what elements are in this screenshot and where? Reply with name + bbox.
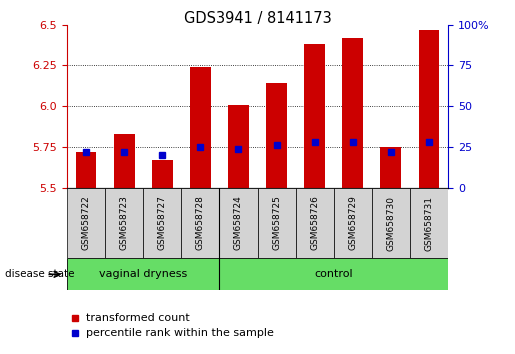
Text: control: control	[314, 269, 353, 279]
Text: transformed count: transformed count	[86, 313, 190, 323]
Bar	[304, 44, 325, 188]
Text: GSM658726: GSM658726	[310, 195, 319, 251]
Text: percentile rank within the sample: percentile rank within the sample	[86, 329, 274, 338]
Text: GSM658729: GSM658729	[348, 195, 357, 251]
Text: GSM658725: GSM658725	[272, 195, 281, 251]
Bar	[228, 104, 249, 188]
Bar	[219, 258, 448, 290]
Text: GDS3941 / 8141173: GDS3941 / 8141173	[184, 11, 331, 25]
Bar	[342, 38, 363, 188]
Bar	[410, 188, 448, 258]
Text: GSM658727: GSM658727	[158, 195, 167, 251]
Bar	[143, 188, 181, 258]
Bar	[219, 188, 258, 258]
Text: disease state: disease state	[5, 269, 75, 279]
Text: GSM658722: GSM658722	[81, 196, 91, 250]
Bar	[334, 188, 372, 258]
Text: GSM658728: GSM658728	[196, 195, 205, 251]
Bar	[381, 147, 401, 188]
Bar	[67, 188, 105, 258]
Text: GSM658723: GSM658723	[119, 195, 129, 251]
Bar	[258, 188, 296, 258]
Text: GSM658730: GSM658730	[386, 195, 396, 251]
Bar	[296, 188, 334, 258]
Text: GSM658724: GSM658724	[234, 196, 243, 250]
Bar	[372, 188, 410, 258]
Bar	[181, 188, 219, 258]
Bar	[105, 188, 143, 258]
Bar	[67, 258, 219, 290]
Bar	[114, 134, 134, 188]
Text: vaginal dryness: vaginal dryness	[99, 269, 187, 279]
Text: GSM658731: GSM658731	[424, 195, 434, 251]
Bar	[266, 84, 287, 188]
Bar	[76, 152, 96, 188]
Bar	[152, 160, 173, 188]
Bar	[419, 30, 439, 188]
Bar	[190, 67, 211, 188]
